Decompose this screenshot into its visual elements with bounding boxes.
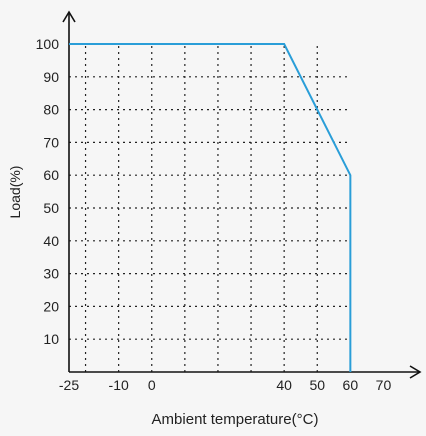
grid [69,44,351,372]
y-axis-arrow [62,10,76,23]
x-tick-label: -10 [109,377,129,393]
y-tick-label: 50 [43,200,59,216]
y-tick-label: 30 [43,266,59,282]
x-tick-label: -25 [59,377,79,393]
y-tick-label: 90 [43,69,59,85]
x-axis-label: Ambient temperature(°C) [152,411,319,428]
x-tick-label: 50 [309,377,325,393]
y-tick-label: 60 [43,167,59,183]
y-tick-label: 100 [36,36,60,52]
y-tick-label: 20 [43,298,59,314]
x-axis-arrow [409,365,422,379]
x-tick-label: 40 [276,377,292,393]
x-tick-label: 0 [148,377,156,393]
tick-labels: 10 20 30 40 50 60 70 80 90 100 -25 -10 0 40 50 60 70 [36,36,392,393]
series [69,43,352,372]
y-tick-label: 10 [43,331,59,347]
x-tick-label: 70 [376,377,392,393]
y-tick-label: 70 [43,134,59,150]
y-tick-label: 40 [43,233,59,249]
series-line [69,43,352,372]
x-tick-label: 60 [343,377,359,393]
axes [62,10,422,379]
y-axis-label: Load(%) [7,166,23,219]
y-tick-label: 80 [43,102,59,118]
